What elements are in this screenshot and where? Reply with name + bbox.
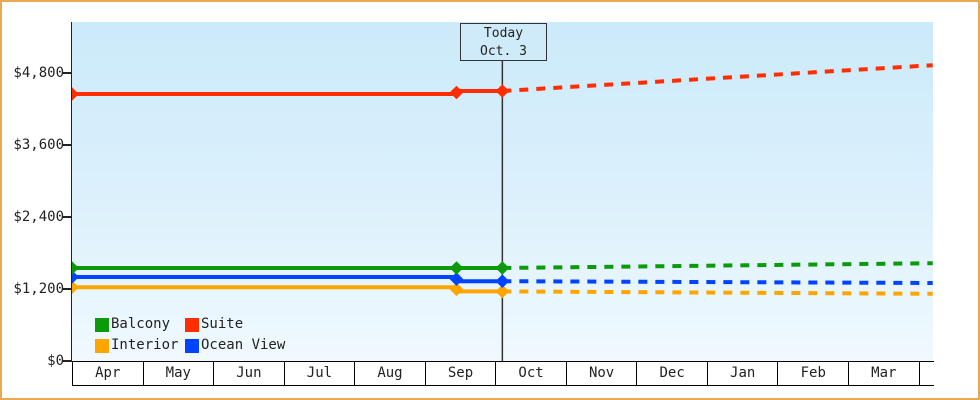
forecast-line [502,279,933,285]
price-change-marker [449,272,464,286]
y-axis-tick [63,144,71,146]
history-line [72,285,503,294]
x-axis-month-row: Apr May Jun Jul Aug Sep Oct Nov Dec Jan Feb Mar [72,361,934,386]
y-axis-tick [63,360,71,362]
today-label: Today [483,26,524,41]
price-change-marker [495,84,510,98]
price-change-marker [72,87,79,101]
legend-label: Interior [111,337,179,353]
price-change-marker [72,270,79,284]
legend-label: Balcony [111,316,171,332]
x-axis-month-cell: Dec [636,361,707,386]
forecast-line [502,261,933,270]
x-axis-month-cell: Oct [495,361,566,386]
price-change-marker [495,261,510,275]
y-axis-label: $1,200 [13,281,64,297]
y-axis-label: $0 [47,353,64,369]
history-line [72,275,503,284]
legend-item-interior: Interior [95,337,185,354]
today-marker-box: Today Oct. 3 [460,23,547,61]
price-change-marker [449,85,464,100]
forecast-line [502,289,933,296]
legend-item-suite: Suite [185,316,285,333]
price-change-marker [495,284,510,299]
price-change-marker [72,280,79,294]
x-axis-month-cell: Apr [72,361,143,386]
price-change-marker [449,282,464,297]
plot-area: Balcony Suite Interior Ocean View [72,22,933,361]
x-axis-month-cell: Mar [848,361,919,386]
x-axis-month-cell: Jun [213,361,284,386]
legend-swatch-icon [95,317,109,332]
today-date-label: Oct. 3 [480,44,527,59]
legend-label: Ocean View [201,337,286,353]
legend-item-balcony: Balcony [95,316,185,333]
y-axis-tick [63,216,71,218]
x-axis-month-cell: Sep [424,361,496,386]
price-change-marker [449,261,464,275]
x-axis-partial-cell [918,361,934,386]
x-axis-month-cell: May [142,361,214,386]
x-axis-month-cell: Jan [706,361,778,386]
legend-swatch-icon [95,338,109,353]
x-axis-month-cell: Feb [777,361,849,386]
y-axis-tick [63,72,71,74]
legend-swatch-icon [185,338,199,353]
y-axis-label: $4,800 [13,65,64,81]
x-axis-month-cell: Jul [283,361,355,386]
y-axis-tick [63,288,71,290]
x-axis-month-cell: Nov [565,361,637,386]
price-change-marker [495,274,510,288]
y-axis-label: $3,600 [13,137,64,153]
legend-item-ocean-view: Ocean View [185,337,285,354]
legend-swatch-icon [185,317,199,332]
history-line [72,89,503,96]
price-change-marker [72,261,79,275]
x-axis-month-cell: Aug [354,361,425,386]
chart-svg [72,61,933,361]
y-axis-label: $2,400 [13,209,64,225]
forecast-line [502,63,933,93]
chart-legend: Balcony Suite Interior Ocean View [95,316,285,354]
legend-label: Suite [201,316,244,332]
